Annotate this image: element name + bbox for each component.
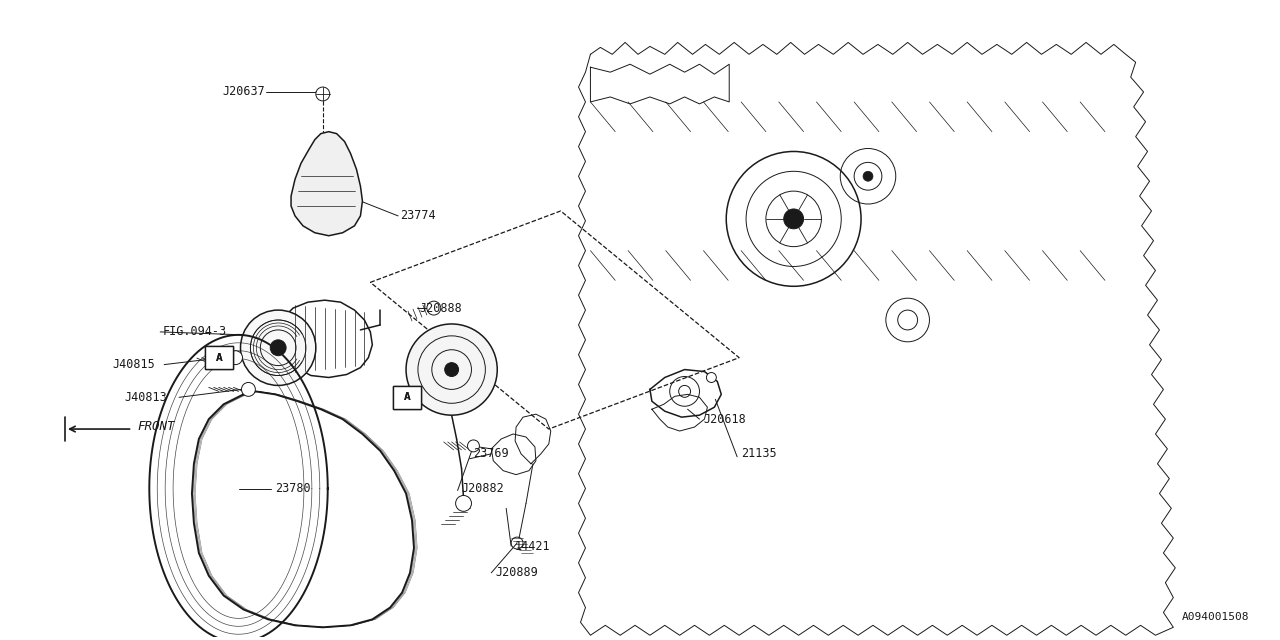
Bar: [393, 385, 421, 409]
Bar: [205, 346, 233, 369]
Circle shape: [456, 495, 471, 511]
Circle shape: [467, 440, 480, 452]
Circle shape: [678, 385, 690, 397]
Text: A: A: [403, 392, 411, 403]
Circle shape: [242, 383, 256, 396]
Circle shape: [707, 372, 717, 383]
Text: J20637: J20637: [223, 86, 265, 99]
Text: 14421: 14421: [515, 540, 550, 552]
Bar: [205, 346, 233, 369]
Circle shape: [241, 310, 316, 385]
Circle shape: [270, 340, 287, 356]
Text: FRONT: FRONT: [137, 420, 175, 433]
Text: J20618: J20618: [704, 413, 746, 426]
Text: FIG.094-3: FIG.094-3: [163, 325, 227, 339]
Circle shape: [229, 351, 242, 365]
Text: J40813: J40813: [124, 391, 168, 404]
Text: 21135: 21135: [741, 447, 777, 460]
Circle shape: [783, 209, 804, 228]
Circle shape: [406, 324, 497, 415]
Text: J20889: J20889: [495, 566, 538, 579]
Text: J40815: J40815: [113, 358, 155, 371]
Circle shape: [426, 301, 440, 315]
Text: A: A: [215, 353, 221, 363]
Bar: [393, 385, 421, 409]
Text: 23780: 23780: [275, 482, 311, 495]
Text: A: A: [215, 353, 221, 363]
Text: A: A: [403, 392, 411, 403]
Polygon shape: [291, 132, 362, 236]
Text: 23769: 23769: [474, 447, 509, 460]
Circle shape: [863, 172, 873, 181]
Text: J20882: J20882: [462, 482, 504, 495]
Text: 23774: 23774: [401, 209, 435, 223]
Circle shape: [444, 363, 458, 376]
Circle shape: [316, 87, 330, 101]
Text: J20888: J20888: [420, 301, 462, 315]
Text: A094001508: A094001508: [1183, 612, 1249, 622]
